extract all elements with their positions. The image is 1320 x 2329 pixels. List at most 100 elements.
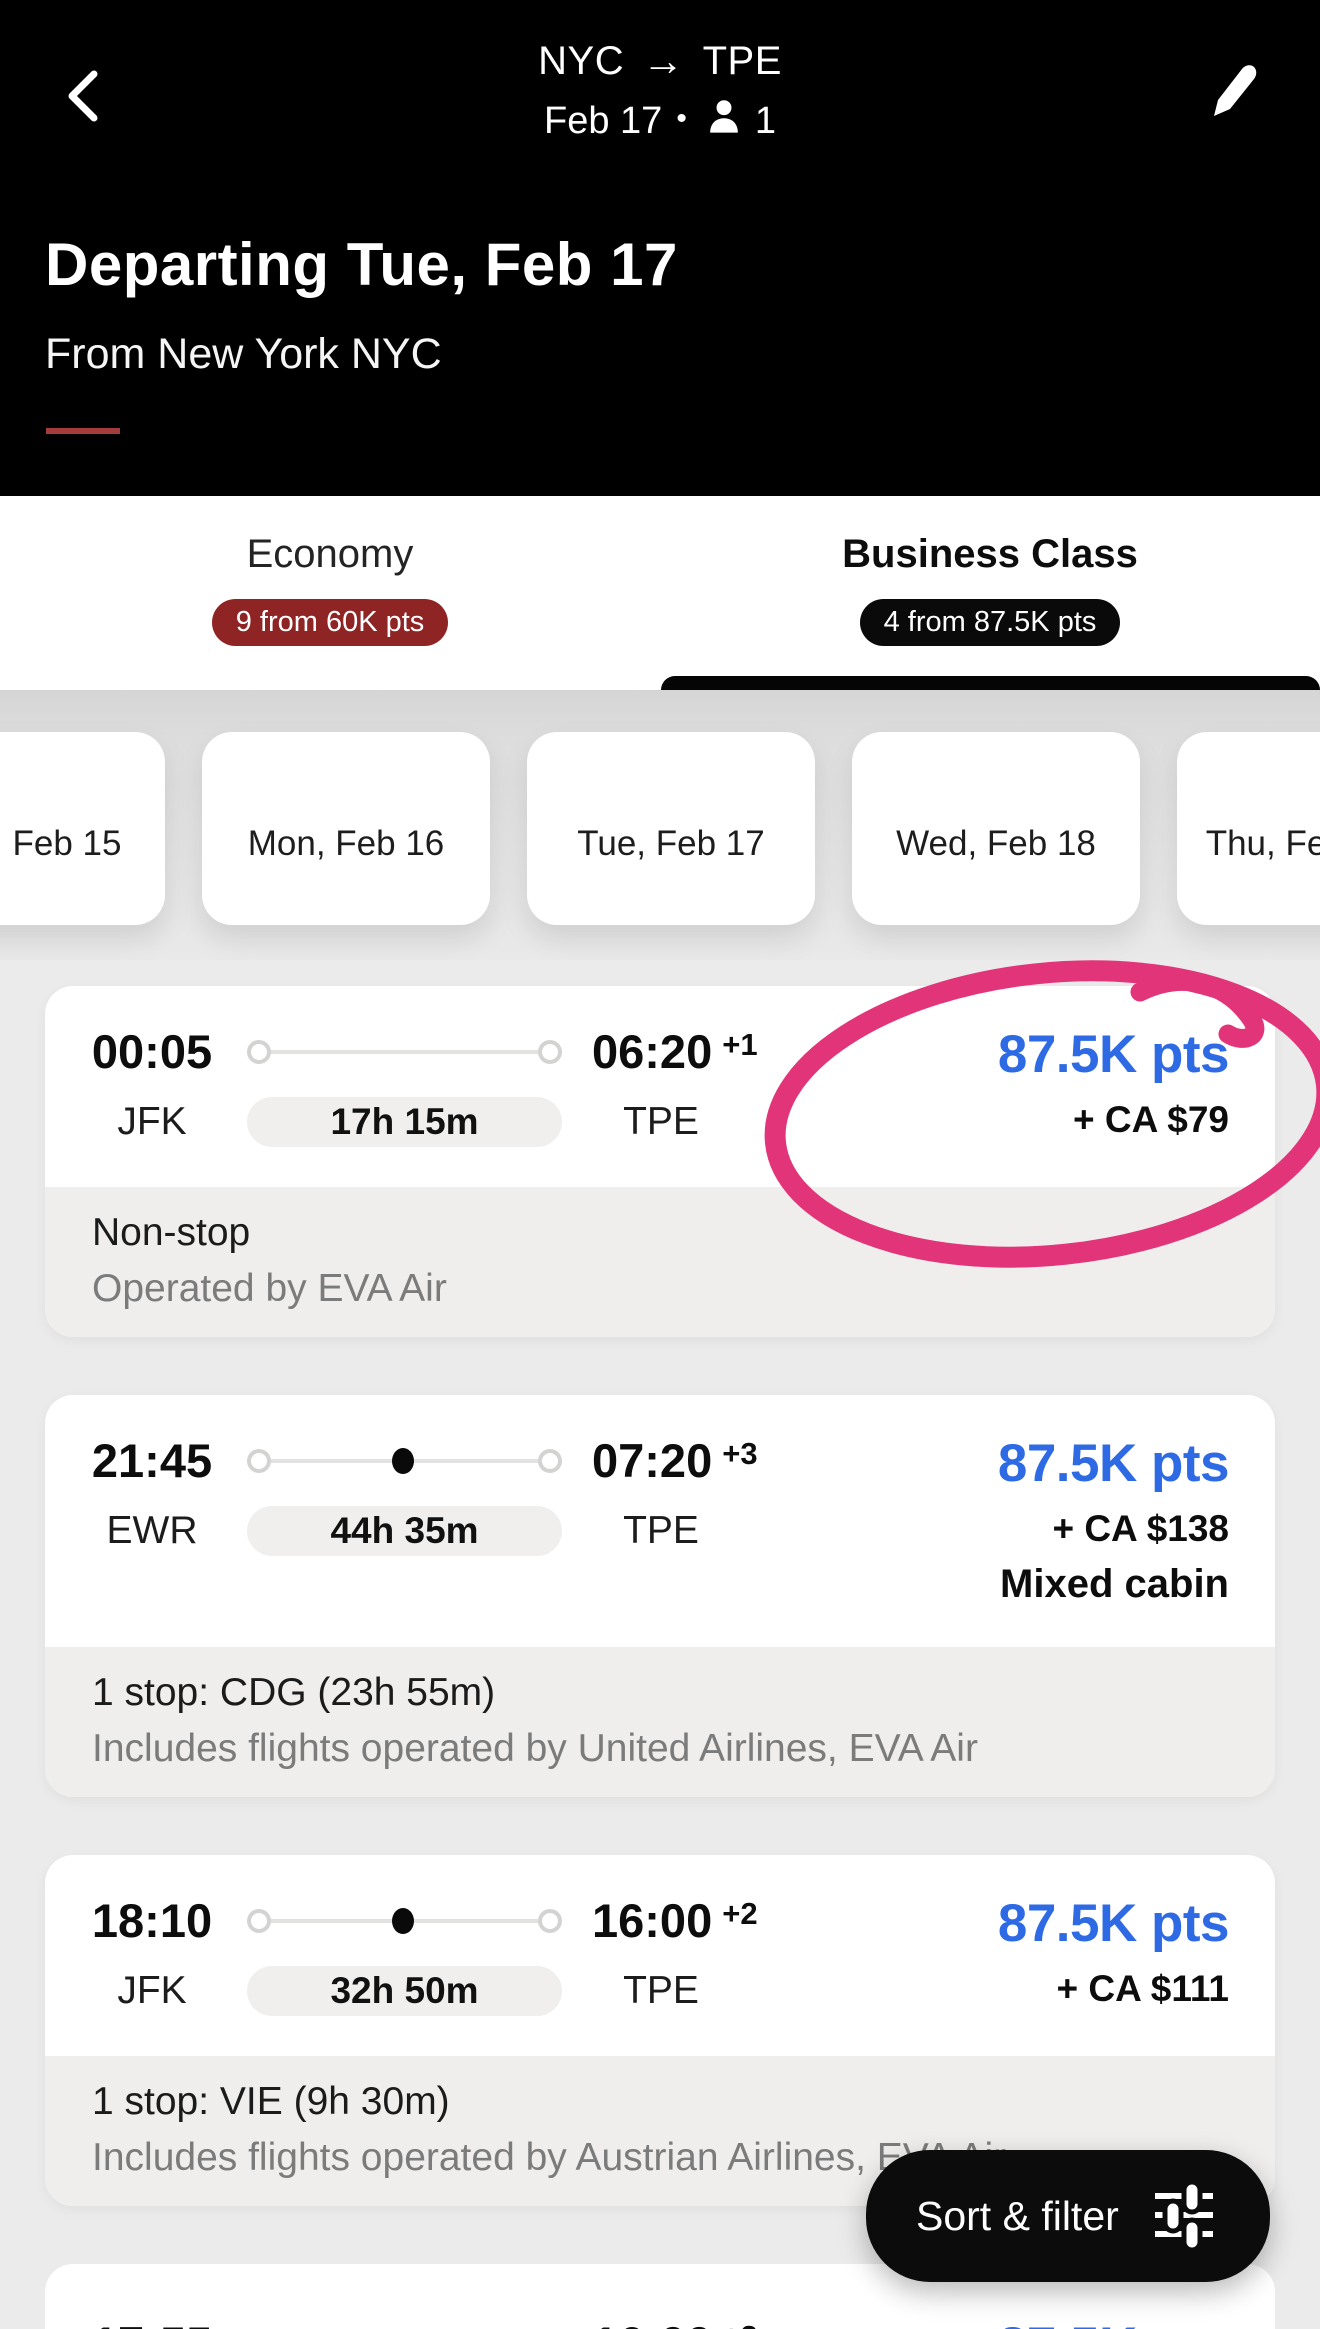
flight-timeline: [247, 1038, 562, 1066]
cabin-tabs: Economy 9 from 60K pts Business Class 4 …: [0, 496, 1320, 690]
pencil-icon: [1204, 65, 1260, 125]
arrival-airport: TPE: [623, 1509, 699, 1552]
departure-time: 21:45: [91, 1434, 213, 1487]
tab-economy[interactable]: Economy 9 from 60K pts: [0, 496, 660, 690]
timeline-stop-dot: [391, 1907, 414, 1934]
tab-economy-label: Economy: [246, 532, 414, 576]
timeline-line: [259, 1049, 550, 1054]
date-card-feb-16[interactable]: Mon, Feb 16: [202, 732, 490, 925]
trip-date: Feb 17: [544, 99, 663, 142]
sliders-icon: [1151, 2179, 1217, 2252]
date-card-feb-18[interactable]: Wed, Feb 18: [852, 732, 1140, 925]
date-card-feb-19[interactable]: Thu, Fe: [1177, 732, 1320, 925]
operated-by-info: Operated by EVA Air: [92, 1267, 447, 1310]
flight-summary: 17:55 16:00 +2 87.5K pts: [45, 2264, 1275, 2329]
price-block: 87.5K pts: [998, 2316, 1230, 2329]
arrival-time: 07:20: [592, 1434, 713, 1487]
date-carousel[interactable]: Feb 15 Mon, Feb 16 Tue, Feb 17 Wed, Feb …: [0, 690, 1320, 960]
title-accent-line: [46, 428, 120, 434]
tab-business-class[interactable]: Business Class 4 from 87.5K pts: [660, 496, 1320, 690]
chevron-left-icon: [58, 70, 110, 129]
tab-business-label: Business Class: [842, 532, 1138, 576]
stops-info: 1 stop: CDG (23h 55m): [92, 1671, 496, 1714]
stops-info: 1 stop: VIE (9h 30m): [92, 2080, 450, 2123]
departure-airport: EWR: [106, 1509, 198, 1552]
timeline-stop-dot: [391, 1447, 414, 1474]
passenger-icon: [707, 98, 741, 144]
operated-by-info: Includes flights operated by Austrian Ai…: [92, 2136, 1007, 2179]
stops-info: Non-stop: [92, 1211, 251, 1254]
duration-pill: 17h 15m: [247, 1097, 562, 1147]
edit-search-button[interactable]: [1204, 62, 1260, 122]
back-button[interactable]: [58, 66, 110, 126]
arrival-day-offset: +1: [722, 1027, 758, 1062]
flight-summary: 21:45 07:20 +3 EWR 44h 35m TPE: [45, 1395, 1275, 1647]
points-price: 87.5K pts: [997, 1025, 1230, 1084]
mixed-cabin-note: Mixed cabin: [1000, 1562, 1229, 1606]
sort-filter-button[interactable]: Sort & filter: [866, 2150, 1270, 2282]
price-block: 87.5K pts + CA $138 Mixed cabin: [997, 1433, 1230, 1607]
arrival-time: 16:00: [592, 2316, 712, 2329]
dot-separator: •: [676, 102, 687, 135]
points-price: 87.5K pts: [997, 1434, 1230, 1493]
flight-card-1[interactable]: 00:05 06:20 +1 JFK 17h 15m TPE 87.5: [45, 986, 1275, 1337]
date-card-label: Wed, Feb 18: [896, 823, 1096, 863]
date-card-label: Mon, Feb 16: [247, 823, 445, 863]
points-price: 87.5K pts: [998, 2316, 1230, 2329]
departure-airport: JFK: [117, 1969, 187, 2012]
timeline-start-dot: [247, 1039, 271, 1064]
timeline-end-dot: [538, 1448, 562, 1473]
date-card-feb-15[interactable]: Feb 15: [0, 732, 165, 925]
destination-code: TPE: [702, 39, 782, 83]
flight-card-2[interactable]: 21:45 07:20 +3 EWR 44h 35m TPE: [45, 1395, 1275, 1797]
cash-fee: + CA $138: [1052, 1508, 1229, 1549]
page-subtitle: From New York NYC: [45, 330, 442, 378]
arrival-time: 06:20: [592, 1025, 713, 1078]
date-card-label: Thu, Fe: [1205, 823, 1320, 863]
arrival-day-offset: +2: [722, 2319, 757, 2329]
header: NYC → TPE Feb 17 • 1 Departing Tue, Feb 17…: [0, 0, 1320, 496]
departure-time: 00:05: [91, 1025, 213, 1078]
departure-airport: JFK: [117, 1100, 187, 1143]
timeline-end-dot: [538, 1039, 562, 1064]
flight-timeline: [247, 1907, 562, 1935]
arrival-day-offset: +3: [722, 1436, 758, 1471]
duration-pill: 44h 35m: [247, 1506, 562, 1556]
date-carousel-row: Feb 15 Mon, Feb 16 Tue, Feb 17 Wed, Feb …: [0, 732, 1320, 925]
operated-by-info: Includes flights operated by United Airl…: [92, 1727, 978, 1770]
tab-economy-badge: 9 from 60K pts: [211, 599, 449, 646]
date-card-feb-17[interactable]: Tue, Feb 17: [527, 732, 815, 925]
date-card-label: Feb 15: [12, 823, 122, 863]
cash-fee: + CA $111: [1056, 1968, 1229, 2009]
duration-pill: 32h 50m: [247, 1966, 562, 2016]
arrival-day-offset: +2: [722, 1896, 758, 1931]
passenger-count: 1: [754, 99, 776, 142]
flight-footer: 1 stop: CDG (23h 55m) Includes flights o…: [45, 1647, 1275, 1797]
price-block: 87.5K pts + CA $111: [997, 1893, 1230, 2016]
route-line: NYC → TPE: [0, 36, 1320, 84]
date-passenger-line: Feb 17 • 1: [0, 98, 1320, 144]
arrival-time: 16:00: [592, 1894, 713, 1947]
active-tab-indicator: [661, 676, 1320, 690]
tab-business-badge: 4 from 87.5K pts: [859, 599, 1121, 646]
points-price: 87.5K pts: [997, 1894, 1230, 1953]
origin-code: NYC: [538, 39, 625, 83]
arrival-airport: TPE: [623, 1969, 699, 2012]
flight-summary: 00:05 06:20 +1 JFK 17h 15m TPE 87.5: [45, 986, 1275, 1187]
flight-timeline: [247, 1447, 562, 1475]
flight-footer: Non-stop Operated by EVA Air: [45, 1187, 1275, 1337]
trip-summary[interactable]: NYC → TPE Feb 17 • 1: [0, 36, 1320, 144]
page-title: Departing Tue, Feb 17: [45, 231, 678, 298]
flight-list: 00:05 06:20 +1 JFK 17h 15m TPE 87.5: [45, 986, 1275, 2329]
departure-time: 18:10: [91, 1894, 213, 1947]
flight-summary: 18:10 16:00 +2 JFK 32h 50m TPE: [45, 1855, 1275, 2056]
timeline-start-dot: [247, 1908, 271, 1933]
cash-fee: + CA $79: [1073, 1099, 1229, 1140]
timeline-start-dot: [247, 1448, 271, 1473]
timeline-end-dot: [538, 1908, 562, 1933]
price-block: 87.5K pts + CA $79: [997, 1024, 1230, 1147]
arrival-airport: TPE: [623, 1100, 699, 1143]
arrow-right-icon: →: [642, 37, 685, 84]
sort-filter-label: Sort & filter: [916, 2192, 1119, 2239]
